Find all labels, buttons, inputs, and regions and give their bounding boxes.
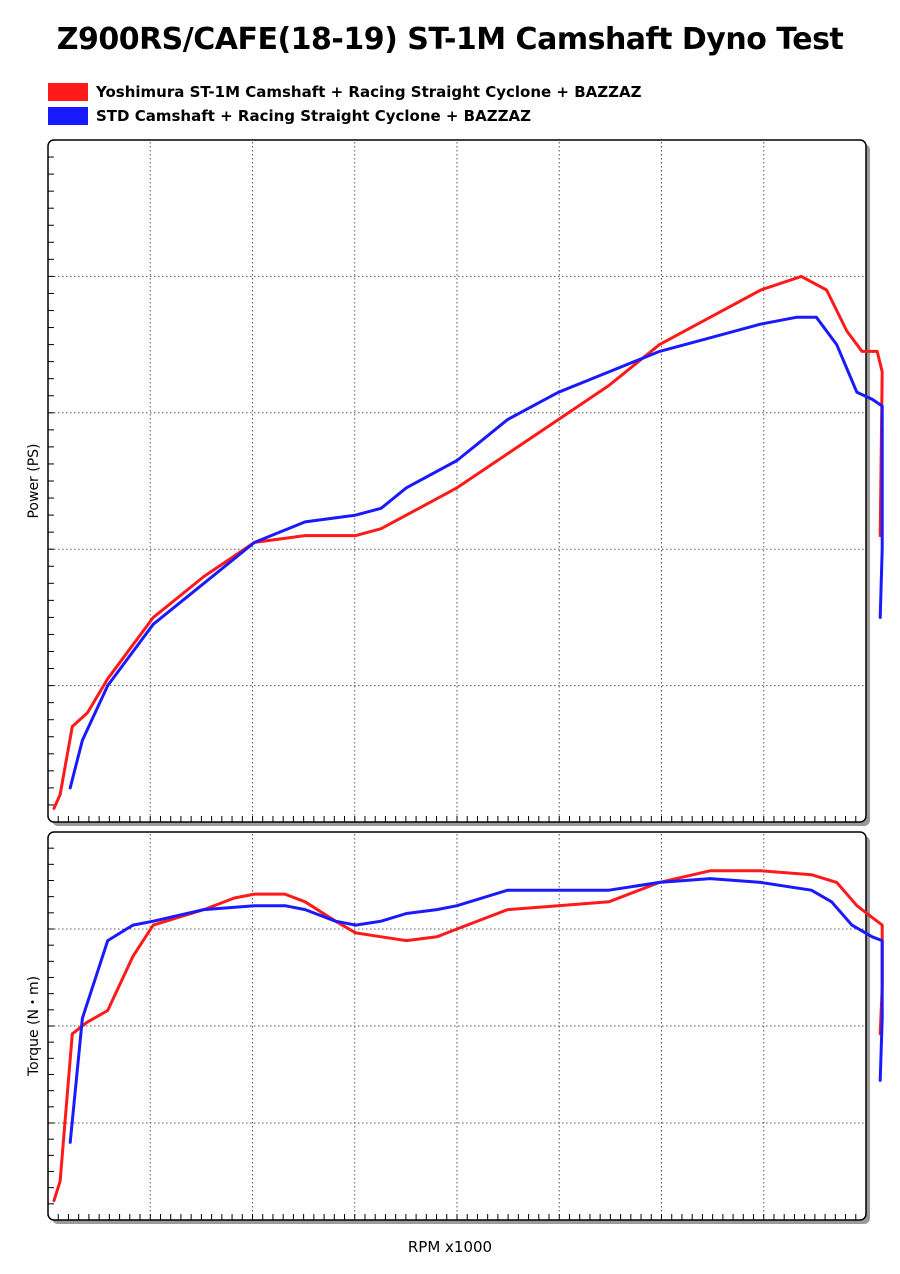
x-axis-label: RPM x1000 <box>407 1238 493 1256</box>
legend-item-blue: STD Camshaft + Racing Straight Cyclone +… <box>48 104 642 128</box>
legend: Yoshimura ST-1M Camshaft + Racing Straig… <box>48 80 642 128</box>
legend-label-blue: STD Camshaft + Racing Straight Cyclone +… <box>96 107 531 125</box>
legend-item-red: Yoshimura ST-1M Camshaft + Racing Straig… <box>48 80 642 104</box>
power-y-axis-label: Power (PS) <box>26 443 42 518</box>
legend-swatch-blue <box>48 107 88 125</box>
torque-y-axis-label: Torque (N・m) <box>26 976 42 1077</box>
torque-series-red-line <box>52 869 884 1203</box>
chart-title: Z900RS/CAFE(18-19) ST-1M Camshaft Dyno T… <box>56 22 844 57</box>
power-series-blue-line <box>68 315 884 790</box>
legend-swatch-red <box>48 83 88 101</box>
power-series-red-line <box>52 274 884 810</box>
torque-series-blue-line <box>68 877 884 1144</box>
legend-label-red: Yoshimura ST-1M Camshaft + Racing Straig… <box>96 83 642 101</box>
